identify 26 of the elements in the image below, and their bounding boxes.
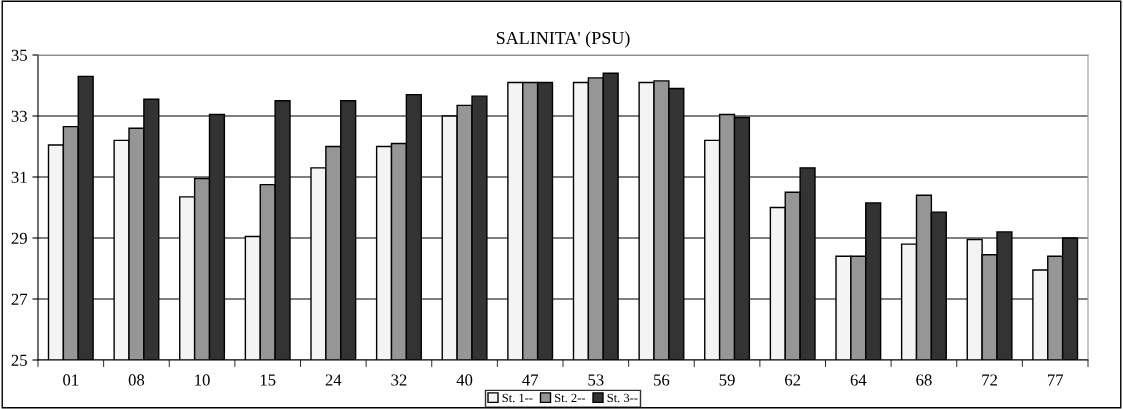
y-tick-label: 33 bbox=[11, 110, 27, 122]
y-tick-label: 29 bbox=[11, 232, 27, 244]
x-tick-label: 08 bbox=[128, 374, 145, 386]
x-tick-label: 47 bbox=[522, 374, 539, 386]
x-tick-label: 59 bbox=[719, 374, 735, 386]
x-tick-label: 64 bbox=[850, 374, 867, 386]
chart-title: SALINITA' (PSU) bbox=[496, 31, 630, 48]
y-tick-label: 31 bbox=[11, 171, 27, 183]
x-tick-label: 40 bbox=[456, 374, 473, 386]
y-tick-label: 35 bbox=[11, 49, 27, 61]
x-tick-label: 72 bbox=[982, 374, 997, 386]
x-tick-label: 32 bbox=[391, 374, 407, 386]
x-tick-label: 10 bbox=[195, 374, 210, 386]
x-tick-label: 01 bbox=[63, 374, 79, 386]
x-tick-label: 24 bbox=[325, 374, 342, 386]
x-tick-label: 62 bbox=[785, 374, 801, 386]
x-tick-label: 68 bbox=[916, 374, 932, 386]
y-tick-label: 27 bbox=[11, 293, 28, 305]
x-tick-label: 77 bbox=[1047, 374, 1064, 386]
x-tick-label: 56 bbox=[654, 374, 670, 386]
legend-label: St. 3-- bbox=[607, 393, 638, 403]
x-tick-label: 15 bbox=[260, 374, 276, 386]
legend-label: St. 1-- bbox=[502, 393, 533, 403]
y-tick-label: 25 bbox=[11, 354, 27, 366]
x-tick-label: 53 bbox=[588, 374, 604, 386]
legend-label: St. 2-- bbox=[555, 393, 586, 403]
